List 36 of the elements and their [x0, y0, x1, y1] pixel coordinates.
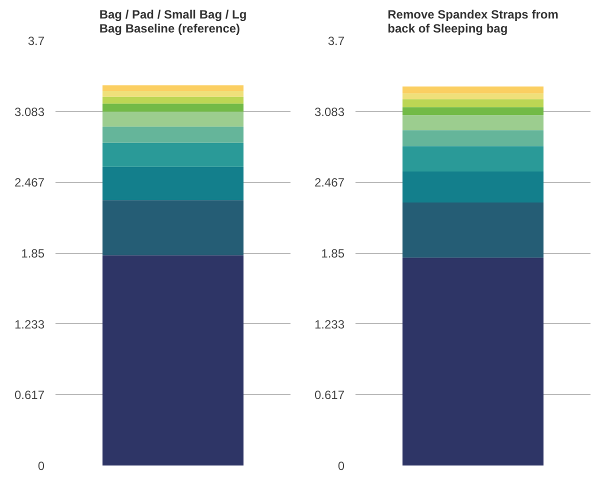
- bar: [402, 86, 544, 94]
- bar: [402, 171, 544, 202]
- y-tick-label: 0: [38, 459, 45, 473]
- bar: [402, 258, 544, 466]
- y-tick-label: 0.617: [314, 388, 345, 402]
- bar: [102, 126, 244, 143]
- bar: [102, 96, 244, 104]
- chart-title: Remove Spandex Straps from back of Sleeping bag: [388, 8, 558, 36]
- bar: [402, 107, 544, 116]
- bar: [102, 85, 244, 92]
- y-tick-label: 3.083: [314, 104, 345, 119]
- y-tick-label: 1.233: [314, 317, 345, 332]
- y-tick-label: 3.083: [14, 104, 45, 119]
- bar: [402, 202, 544, 258]
- y-tick-label: 3.7: [28, 34, 45, 48]
- y-tick-label: 0: [338, 459, 345, 473]
- bar: [102, 166, 244, 200]
- bar: [402, 93, 544, 100]
- chart-title: Bag / Pad / Small Bag / Lg Bag Baseline (reference): [99, 8, 247, 36]
- y-tick-label: 1.233: [14, 317, 45, 332]
- bar: [402, 130, 544, 146]
- bar: [402, 99, 544, 108]
- bar: [102, 200, 244, 256]
- bar: [102, 91, 244, 97]
- bar: [102, 112, 244, 127]
- y-tick-label: 2.467: [14, 176, 45, 190]
- y-tick-label: 2.467: [314, 176, 345, 190]
- y-tick-label: 1.85: [321, 246, 345, 260]
- bar: [102, 255, 244, 466]
- bar: [102, 142, 244, 167]
- y-tick-label: 3.7: [328, 34, 345, 48]
- bar: [402, 146, 544, 172]
- y-tick-label: 1.85: [21, 246, 45, 260]
- bar: [402, 115, 544, 130]
- y-tick-label: 0.617: [14, 388, 45, 402]
- bar: [102, 104, 244, 112]
